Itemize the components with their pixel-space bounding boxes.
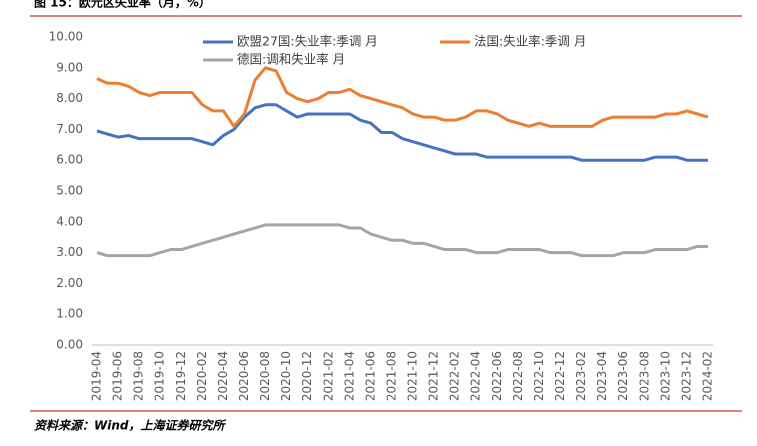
x-tick-label: 2022-02 [448,351,462,401]
chart-title: 图 15：欧元区失业率（月，%） [34,0,211,10]
x-tick-label: 2021-12 [427,351,441,401]
x-tick-label: 2020-04 [216,351,230,401]
y-tick-label: 6.00 [56,153,83,167]
y-tick-label: 4.00 [56,214,83,228]
y-tick-label: 3.00 [56,245,83,259]
legend-label: 法国:失业率:季调 月 [474,34,586,49]
series-line [96,66,709,128]
x-tick-label: 2020-12 [300,351,314,401]
legend-label: 德国:调和失业率 月 [237,52,345,67]
x-tick-label: 2023-08 [637,351,651,401]
y-tick-label: 5.00 [56,184,83,198]
x-tick-label: 2022-04 [469,351,483,401]
x-tick-label: 2021-10 [406,351,420,401]
x-tick-label: 2020-06 [237,351,251,401]
x-tick-label: 2023-06 [616,351,630,401]
y-tick-label: 0.00 [56,338,83,352]
x-tick-label: 2019-04 [90,351,104,401]
x-tick-label: 2019-06 [111,351,125,401]
y-tick-label: 10.00 [49,30,83,44]
x-tick-label: 2024-02 [701,351,715,401]
x-tick-label: 2021-04 [342,351,356,401]
x-tick-label: 2023-12 [679,351,693,401]
legend-label: 欧盟27国:失业率:季调 月 [237,34,378,49]
x-tick-label: 2022-10 [532,351,546,401]
x-tick-label: 2022-06 [490,351,504,401]
x-tick-label: 2019-10 [153,351,167,401]
x-tick-label: 2022-12 [553,351,567,401]
x-tick-label: 2020-10 [279,351,293,401]
series-line [96,223,708,258]
x-tick-label: 2021-02 [321,351,335,401]
x-tick-label: 2021-08 [384,351,398,401]
x-tick-label: 2022-08 [511,351,525,401]
y-tick-label: 9.00 [56,60,83,74]
x-tick-label: 2019-12 [174,351,188,401]
x-tick-label: 2023-10 [658,351,672,401]
y-tick-label: 1.00 [56,307,83,321]
y-tick-label: 7.00 [56,122,83,136]
y-tick-label: 8.00 [56,91,83,105]
series-line [96,103,708,162]
x-tick-label: 2020-02 [195,351,209,401]
y-tick-label: 2.00 [56,276,83,290]
x-tick-label: 2021-06 [363,351,377,401]
x-tick-label: 2019-08 [132,351,146,401]
x-tick-label: 2023-02 [574,351,588,401]
source-note: 资料来源：Wind，上海证券研究所 [34,419,226,433]
x-tick-label: 2020-08 [258,351,272,401]
x-tick-label: 2023-04 [595,351,609,401]
